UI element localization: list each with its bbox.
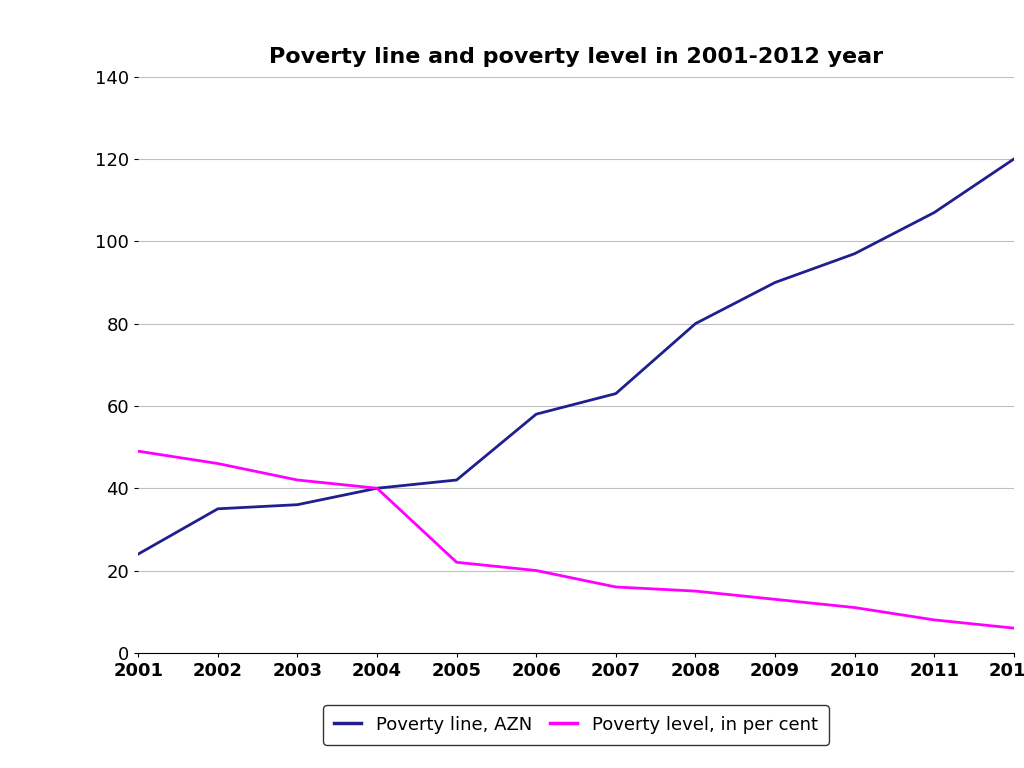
Legend: Poverty line, AZN, Poverty level, in per cent: Poverty line, AZN, Poverty level, in per… [324, 705, 828, 744]
Title: Poverty line and poverty level in 2001-2012 year: Poverty line and poverty level in 2001-2… [269, 47, 883, 67]
